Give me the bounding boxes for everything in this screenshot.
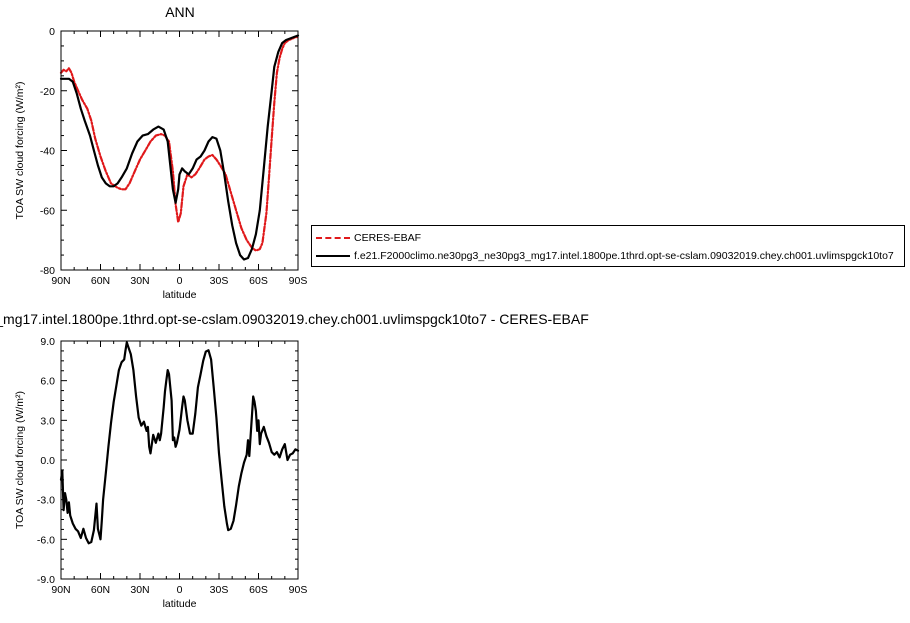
- y-axis-label: TOA SW cloud forcing (W/m²): [14, 81, 26, 219]
- chart-title: _mg17.intel.1800pe.1thrd.opt-se-cslam.09…: [0, 311, 589, 327]
- x-tick-label: 30S: [210, 275, 229, 287]
- x-tick-label: 90N: [51, 275, 70, 287]
- legend-entry-ceres: CERES-EBAF: [316, 229, 421, 247]
- x-tick-label: 30N: [130, 584, 149, 596]
- x-tick-label: 90S: [289, 584, 308, 596]
- legend-label-ceres: CERES-EBAF: [354, 232, 422, 244]
- x-tick-label: 60N: [91, 275, 110, 287]
- x-axis-label: latitude: [163, 289, 197, 301]
- y-axis-label: TOA SW cloud forcing (W/m²): [14, 391, 26, 529]
- plot-frame: [60, 30, 299, 271]
- x-tick-label: 60S: [249, 275, 268, 287]
- chart-title: ANN: [165, 4, 195, 20]
- chart-panel-top: ANN 90N 60N 30N 0 30S 60S 90S 0 -20 -40 -60 -80 latit…: [14, 4, 307, 301]
- x-tick-label: 90S: [289, 275, 308, 287]
- chart-panel-bottom: _mg17.intel.1800pe.1thrd.opt-se-cslam.09…: [0, 311, 589, 610]
- y-tick-label: -9.0: [37, 574, 55, 586]
- x-tick-label: 30S: [210, 584, 229, 596]
- y-tick-label: -6.0: [37, 534, 55, 546]
- y-tick-label: -80: [40, 265, 55, 277]
- y-tick-label: 0: [49, 26, 55, 38]
- legend-swatch-ceres: [316, 237, 350, 239]
- y-tick-label: 6.0: [40, 376, 55, 388]
- y-tick-label: 9.0: [40, 336, 55, 348]
- y-tick-label: 3.0: [40, 415, 55, 427]
- x-tick-label: 60N: [91, 584, 110, 596]
- x-tick-label: 90N: [51, 584, 70, 596]
- y-tick-label: -20: [40, 86, 55, 98]
- y-tick-label: 0.0: [40, 455, 55, 467]
- x-tick-label: 0: [177, 584, 183, 596]
- y-tick-label: -3.0: [37, 495, 55, 507]
- series-line-1: [59, 34, 300, 261]
- x-tick-label: 0: [177, 275, 183, 287]
- legend: CERES-EBAF f.e21.F2000climo.ne30pg3_ne30…: [311, 225, 905, 267]
- legend-swatch-model: [316, 255, 350, 257]
- x-axis-label: latitude: [163, 598, 197, 610]
- x-tick-label: 30N: [130, 275, 149, 287]
- plot-frame: [60, 340, 299, 580]
- series-line-0: [59, 35, 300, 252]
- series-line-0: [59, 341, 300, 545]
- legend-entry-model: f.e21.F2000climo.ne30pg3_ne30pg3_mg17.in…: [316, 247, 894, 265]
- y-tick-label: -60: [40, 205, 55, 217]
- legend-label-model: f.e21.F2000climo.ne30pg3_ne30pg3_mg17.in…: [354, 250, 894, 262]
- y-tick-label: -40: [40, 146, 55, 158]
- x-tick-label: 60S: [249, 584, 268, 596]
